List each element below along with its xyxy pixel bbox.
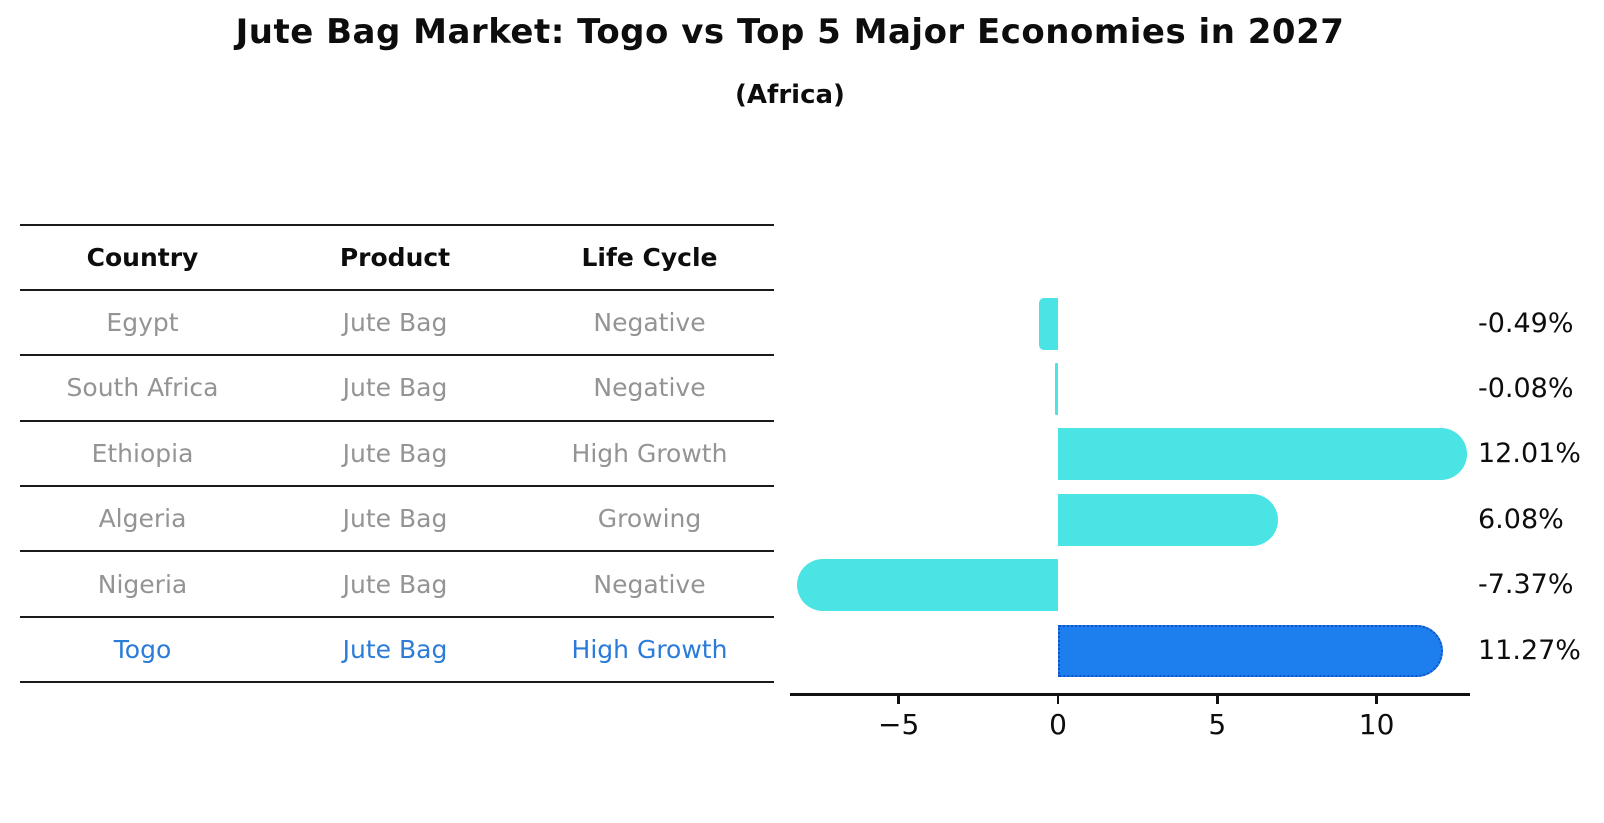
- column-header-lifecycle: Life Cycle: [581, 242, 718, 272]
- x-tick-mark: [1216, 695, 1219, 704]
- cell-lifecycle: Negative: [593, 373, 706, 403]
- cell-country: Egypt: [106, 308, 179, 338]
- cell-product: Jute Bag: [342, 635, 448, 665]
- x-axis: [790, 693, 1470, 696]
- table-row: Nigeria Jute Bag Negative: [20, 552, 774, 618]
- table-row: South Africa Jute Bag Negative: [20, 356, 774, 422]
- cell-lifecycle: High Growth: [571, 438, 728, 468]
- cell-product: Jute Bag: [342, 569, 448, 599]
- table-row: Ethiopia Jute Bag High Growth: [20, 422, 774, 488]
- cell-lifecycle: Growing: [597, 504, 702, 534]
- x-tick-label: −5: [878, 708, 920, 741]
- bar-south-africa: [1055, 363, 1058, 415]
- value-label: -7.37%: [1478, 569, 1574, 601]
- bar-togo: [1058, 624, 1444, 677]
- comparison-table: Country Product Life Cycle Egypt Jute Bag…: [20, 223, 774, 684]
- bar-egypt: [1039, 297, 1058, 350]
- value-label: 6.08%: [1478, 503, 1564, 535]
- cell-product: Jute Bag: [342, 308, 448, 338]
- value-label: 11.27%: [1478, 634, 1581, 666]
- bar-ethiopia: [1058, 428, 1467, 481]
- cell-product: Jute Bag: [342, 504, 448, 534]
- table-header-row: Country Product Life Cycle: [20, 226, 774, 291]
- table-row: Egypt Jute Bag Negative: [20, 291, 774, 357]
- cell-country: South Africa: [66, 373, 219, 403]
- x-tick-label: 5: [1208, 708, 1227, 741]
- value-label: -0.08%: [1478, 373, 1574, 404]
- bar-algeria: [1058, 493, 1278, 546]
- value-label: 12.01%: [1478, 438, 1581, 470]
- bar-nigeria: [797, 559, 1058, 612]
- cell-country: Togo: [113, 635, 172, 665]
- table-body: Egypt Jute Bag Negative South Africa Jute Ba…: [20, 291, 774, 684]
- cell-product: Jute Bag: [342, 373, 448, 403]
- cell-product: Jute Bag: [342, 438, 448, 468]
- cell-country: Ethiopia: [91, 438, 194, 468]
- cell-lifecycle: High Growth: [571, 635, 728, 665]
- cell-country: Algeria: [98, 504, 187, 534]
- x-tick-mark: [1056, 695, 1060, 704]
- x-tick-mark: [1375, 695, 1378, 704]
- table-row: Algeria Jute Bag Growing: [20, 487, 774, 553]
- column-header-product: Product: [339, 242, 451, 272]
- cell-lifecycle: Negative: [593, 308, 706, 338]
- chart-title: Jute Bag Market: Togo vs Top 5 Major Eco…: [235, 12, 1345, 52]
- chart-subtitle: (Africa): [735, 80, 845, 110]
- x-tick-mark: [897, 695, 900, 704]
- value-label: -0.49%: [1478, 307, 1574, 339]
- x-tick-label: 0: [1049, 708, 1067, 741]
- x-tick-label: 10: [1358, 708, 1395, 741]
- cell-country: Nigeria: [97, 569, 188, 599]
- cell-lifecycle: Negative: [593, 569, 706, 599]
- table-row: Togo Jute Bag High Growth: [20, 618, 774, 684]
- column-header-country: Country: [86, 242, 199, 272]
